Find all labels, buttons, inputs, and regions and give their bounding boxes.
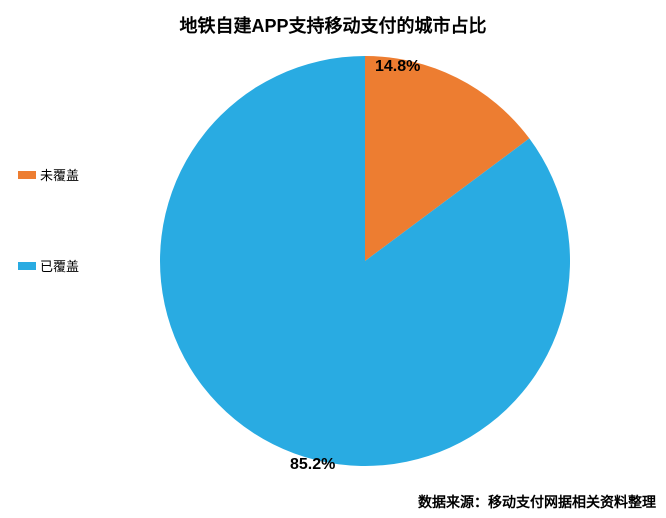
pie-svg [160, 56, 570, 466]
legend-label: 已覆盖 [40, 256, 79, 275]
legend-marker-icon [18, 262, 36, 270]
legend-item-uncovered: 未覆盖 [18, 165, 79, 184]
chart-title: 地铁自建APP支持移动支付的城市占比 [0, 12, 666, 38]
legend-item-covered: 已覆盖 [18, 256, 79, 275]
legend-marker-icon [18, 171, 36, 179]
slice-label-uncovered: 14.8% [375, 58, 420, 76]
legend-label: 未覆盖 [40, 165, 79, 184]
chart-container: { "chart": { "type": "pie", "title": "地铁… [0, 0, 666, 518]
slice-label-covered: 85.2% [290, 456, 335, 474]
source-text: 数据来源：移动支付网据相关资料整理 [418, 492, 656, 512]
pie-chart [160, 56, 570, 471]
legend: 未覆盖 已覆盖 [18, 165, 79, 347]
